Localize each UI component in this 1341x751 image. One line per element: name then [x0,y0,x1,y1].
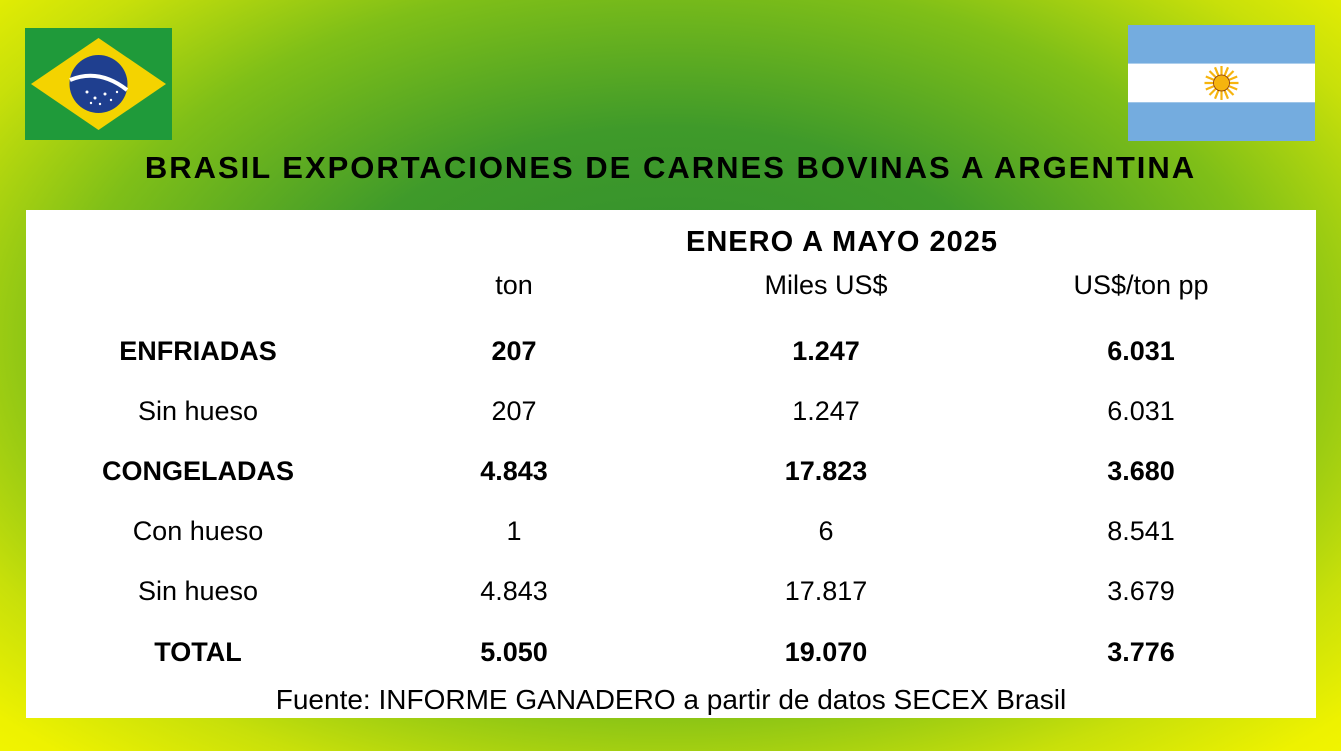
source-note: Fuente: INFORME GANADERO a partir de dat… [275,684,1067,715]
row-label: CONGELADAS [101,456,294,486]
row-precio: 3.680 [1107,456,1175,486]
row-precio: 3.679 [1107,576,1175,606]
column-header-miles: Miles US$ [764,270,888,300]
row-miles: 1.247 [792,396,860,426]
row-ton: 4.843 [480,456,548,486]
row-label: TOTAL [154,637,242,667]
brazil-flag-icon [25,28,172,140]
row-label: Sin hueso [137,576,259,606]
row-precio: 8.541 [1107,516,1175,546]
row-label: ENFRIADAS [119,336,277,366]
row-ton: 5.050 [480,637,548,667]
row-ton: 4.843 [480,576,548,606]
row-precio: 3.776 [1107,637,1175,667]
row-label: Sin hueso [137,396,259,426]
row-ton: 207 [491,396,537,426]
row-precio: 6.031 [1107,336,1175,366]
row-miles: 17.817 [784,576,868,606]
row-miles: 6 [818,516,834,546]
row-ton: 1 [506,516,522,546]
column-header-precio: US$/ton pp [1073,270,1209,300]
row-label: Con hueso [132,516,264,546]
page-title: BRASIL EXPORTACIONES DE CARNES BOVINAS A… [144,150,1197,185]
period-header: ENERO A MAYO 2025 [686,226,998,258]
row-miles: 17.823 [784,456,868,486]
argentina-flag-icon [1128,25,1315,141]
row-ton: 207 [491,336,537,366]
column-header-ton: ton [495,270,533,300]
data-table: ENERO A MAYO 2025 ton Miles US$ US$/ton … [26,210,1316,718]
row-precio: 6.031 [1107,396,1175,426]
row-miles: 19.070 [784,637,868,667]
row-miles: 1.247 [792,336,860,366]
